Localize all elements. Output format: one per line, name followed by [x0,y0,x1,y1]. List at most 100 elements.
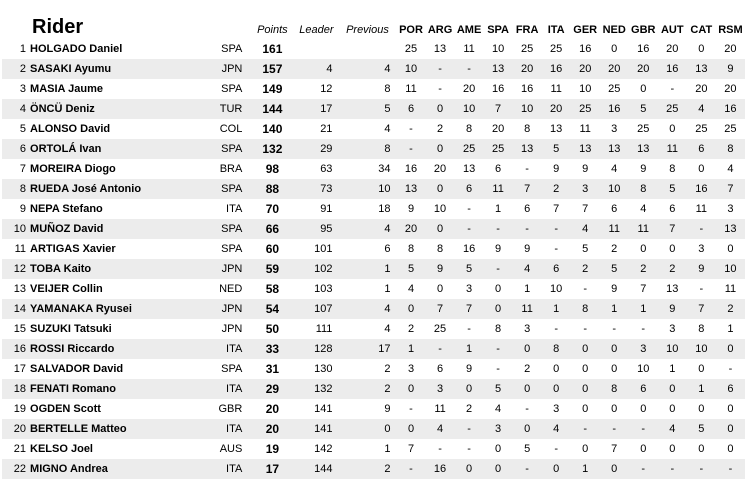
race-result-aut: 20 [666,43,679,55]
race-result-ned: 0 [611,403,618,415]
race-result-ita: - [554,323,558,335]
race-result-por: 10 [404,63,418,75]
race-result-fra: - [525,223,529,235]
race-result-cat: 10 [695,343,708,355]
race-result-ame: 0 [466,463,473,475]
race-result-ita: 1 [553,303,560,315]
previous-header: Previous [346,24,389,36]
race-result-arg: 0 [436,143,444,155]
race-result-rsm: 0 [727,243,734,255]
previous-gap-cell: 4 [384,63,391,75]
points-cell: 20 [265,402,280,416]
race-result-ned: 8 [611,383,618,395]
nation-cell: BRA [219,163,243,175]
previous-gap-cell: 1 [384,443,391,455]
race-result-ita: 16 [550,63,563,75]
race-result-ita: 11 [550,83,562,95]
race-result-por: 9 [407,203,415,215]
race-result-ned: 10 [608,183,621,195]
rider-name-cell: ARTIGAS Xavier [30,243,116,255]
table-body: 1 HOLGADO Daniel SPA 161 25 13 11 10 25 25 16 0 16 20… [2,39,745,479]
race-result-rsm: 0 [727,343,734,355]
race-result-spa: 0 [495,443,502,455]
race-result-gbr: 25 [637,123,650,135]
race-result-ger: 3 [582,183,589,195]
race-result-cat: 0 [698,443,705,455]
race-result-aut: 0 [669,443,676,455]
race-result-ita: 25 [550,43,563,55]
race-result-por: 25 [404,43,418,55]
race-result-rsm: 11 [724,283,737,295]
race-result-ger: 10 [579,83,592,95]
race-result-ame: 7 [466,303,473,315]
race-result-fra: - [525,163,529,175]
race-header-ned: NED [602,24,626,36]
race-result-ger: 0 [582,343,589,355]
leader-gap-cell: 29 [320,143,333,155]
leader-gap-cell [294,39,338,59]
nation-cell: TUR [219,103,243,115]
leader-gap-cell: 21 [320,123,333,135]
previous-gap-cell: 2 [384,383,391,395]
race-result-spa: - [496,263,500,275]
race-result-gbr: 20 [637,63,650,75]
race-result-arg: 0 [436,283,444,295]
race-result-ned: 11 [608,223,620,235]
leader-gap-cell: 4 [326,63,333,75]
race-result-ame: - [467,443,471,455]
nation-cell: ITA [226,203,243,215]
nation-cell: AUS [219,443,243,455]
position-cell: 5 [19,123,27,135]
race-result-gbr: 6 [640,383,647,395]
race-result-ger: - [583,323,588,335]
race-result-gbr: 0 [640,403,647,415]
race-result-ned: 2 [611,243,618,255]
race-result-cat: 25 [695,123,708,135]
race-result-rsm: 0 [727,403,734,415]
race-result-aut: 0 [669,383,676,395]
race-result-aut: - [670,463,675,475]
race-result-ger: 1 [582,463,589,475]
race-result-aut: 3 [669,323,676,335]
table-row: 22 MIGNO Andrea ITA 17 144 2 - 16 0 0 - 0 1 0 - - - - [2,459,745,479]
race-result-ned: 5 [611,263,618,275]
race-result-rsm: 7 [727,183,734,195]
nation-cell: ITA [226,423,243,435]
nation-cell: SPA [221,223,243,235]
race-result-por: 3 [407,363,415,375]
race-result-rsm: 3 [727,203,734,215]
race-result-aut: 2 [669,263,676,275]
rider-name-cell: MOREIRA Diogo [30,163,116,175]
race-header-ger: GER [573,24,598,36]
race-result-arg: 3 [436,383,444,395]
position-cell: 14 [13,303,27,315]
race-header-fra: FRA [515,24,539,36]
race-result-arg: 10 [433,203,447,215]
race-result-fra: 3 [524,323,531,335]
race-result-spa: 20 [491,123,505,135]
race-result-arg: 20 [433,163,447,175]
previous-gap-cell: 10 [378,183,391,195]
position-cell: 3 [19,83,27,95]
race-result-ned: 7 [611,443,618,455]
race-result-spa: 0 [495,303,502,315]
race-result-ame: 13 [462,163,476,175]
rider-name-cell: VEIJER Collin [30,283,103,295]
race-result-aut: 10 [666,343,679,355]
race-result-aut: 6 [669,203,676,215]
race-result-gbr: 4 [640,203,647,215]
previous-gap-cell: 8 [384,143,391,155]
race-result-rsm: 0 [727,443,734,455]
race-result-fra: 25 [521,43,534,55]
race-result-fra: - [525,403,529,415]
race-result-fra: 8 [524,123,531,135]
race-result-ned: 16 [608,103,621,115]
race-result-ger: - [583,283,588,295]
leader-gap-cell: 141 [314,423,333,435]
race-result-arg: 16 [433,463,447,475]
rider-name-cell: ÖNCÜ Deniz [30,103,95,115]
header-row: Rider Points Leader Previous POR ARG AME SP… [2,6,745,39]
leader-gap-cell: 73 [320,183,333,195]
table-row: 16 ROSSI Riccardo ITA 33 128 17 1 - 1 - 0 8 0 0 3 10 10 0 [2,339,745,359]
table-row: 17 SALVADOR David SPA 31 130 2 3 6 9-2 0 0 0 10 1 0- [2,359,745,379]
